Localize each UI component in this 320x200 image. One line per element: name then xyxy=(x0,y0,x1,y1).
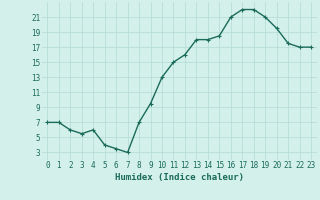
X-axis label: Humidex (Indice chaleur): Humidex (Indice chaleur) xyxy=(115,173,244,182)
